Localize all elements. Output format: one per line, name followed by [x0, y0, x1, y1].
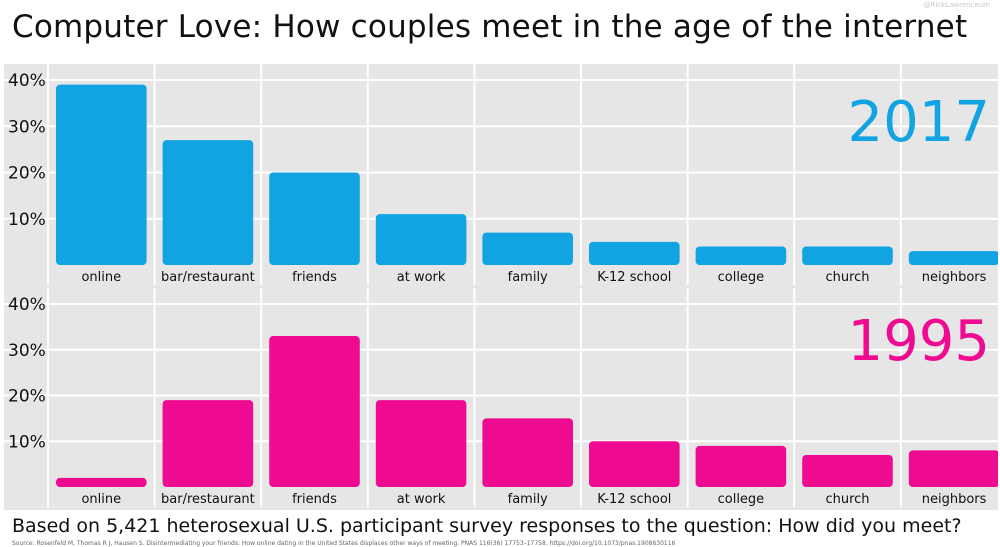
bar-online — [56, 84, 147, 265]
bar-at-work — [375, 400, 467, 487]
y-tick-label: 10% — [8, 210, 46, 230]
bar-college — [695, 246, 787, 265]
bar-neighbors — [908, 450, 998, 487]
source-citation: Source: Rosenfeld M, Thomas R J, Hausen … — [12, 540, 676, 547]
x-tick-label: online — [81, 492, 121, 507]
y-tick-label: 40% — [8, 295, 46, 315]
bar-friends — [269, 172, 360, 265]
y-tick-label: 30% — [8, 341, 46, 361]
footer-caption: Based on 5,421 heterosexual U.S. partici… — [12, 515, 962, 537]
bar-college — [695, 445, 787, 487]
y-tick-label: 40% — [8, 71, 46, 91]
bar-family — [482, 418, 573, 487]
bar-bar-restaurant — [162, 140, 254, 265]
bar-neighbors — [908, 251, 998, 265]
year-label: 2017 — [847, 90, 990, 155]
bar-online — [56, 477, 147, 487]
panel-1995: 10% 20% 30% 40% online bar/restaurant friends a… — [4, 288, 998, 510]
bar-k-12-school — [589, 441, 680, 487]
bar-family — [482, 232, 573, 265]
bar-church — [802, 246, 893, 265]
chart-1995: 10% 20% 30% 40% online bar/restaurant friends a… — [4, 288, 998, 507]
panel-2017: 10% 20% 30% 40% online bar/restaurant friends a… — [4, 64, 998, 288]
chart-title: Computer Love: How couples meet in the a… — [12, 9, 968, 45]
y-tick-label: 20% — [8, 164, 46, 184]
x-tick-label: at work — [397, 270, 446, 285]
x-tick-label: family — [508, 270, 548, 285]
x-tick-label: at work — [397, 492, 446, 507]
x-tick-label: college — [718, 492, 765, 507]
x-tick-label: family — [508, 492, 548, 507]
x-tick-label: college — [718, 270, 765, 285]
x-tick-label: bar/restaurant — [161, 492, 255, 507]
x-tick-label: neighbors — [922, 492, 987, 507]
y-tick-label: 20% — [8, 387, 46, 407]
year-label: 1995 — [847, 309, 990, 374]
x-tick-label: church — [825, 492, 869, 507]
x-tick-label: online — [81, 270, 121, 285]
x-tick-label: church — [825, 270, 869, 285]
bar-bar-restaurant — [162, 400, 254, 487]
chart-2017: 10% 20% 30% 40% online bar/restaurant friends a… — [4, 64, 998, 285]
x-tick-label: friends — [292, 492, 337, 507]
y-tick-label: 10% — [8, 432, 46, 452]
bar-friends — [269, 336, 360, 487]
watermark: @RickLawrenceum — [923, 1, 990, 9]
bar-church — [802, 454, 893, 487]
x-tick-label: K-12 school — [597, 270, 671, 285]
bar-k-12-school — [589, 241, 680, 265]
x-tick-label: K-12 school — [597, 492, 671, 507]
y-tick-label: 30% — [8, 117, 46, 137]
x-tick-label: friends — [292, 270, 337, 285]
x-tick-label: bar/restaurant — [161, 270, 255, 285]
bar-at-work — [375, 214, 467, 265]
x-tick-label: neighbors — [922, 270, 987, 285]
